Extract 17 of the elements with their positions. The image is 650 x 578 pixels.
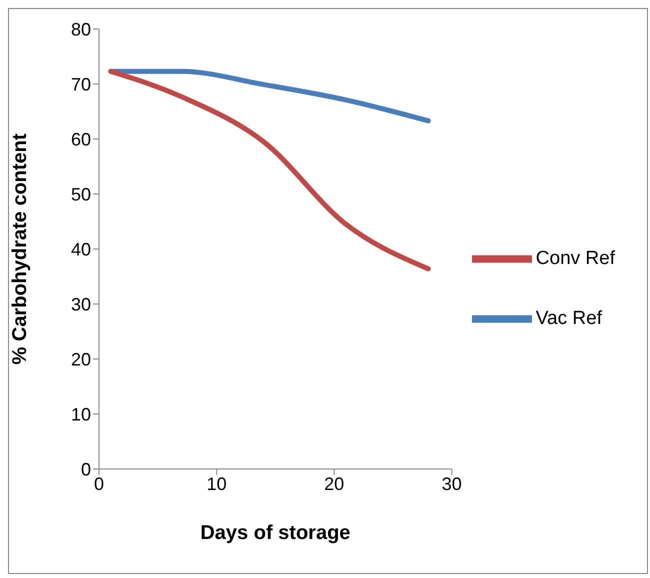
x-tick-label: 0	[94, 474, 104, 494]
y-tick-label: 10	[70, 404, 91, 424]
y-axis-title: % Carbohydrate content	[9, 133, 32, 365]
y-tick-label: 0	[80, 459, 91, 480]
legend-label: Conv Ref	[536, 248, 615, 270]
x-tick-label: 30	[442, 474, 462, 494]
x-tick-label: 10	[206, 474, 227, 494]
x-tick-label: 20	[324, 474, 344, 494]
y-tick-label: 80	[70, 19, 91, 40]
y-tick-label: 50	[70, 184, 91, 204]
x-axis-title: Days of storage	[200, 522, 350, 544]
legend-label: Vac Ref	[536, 308, 602, 330]
y-tick-label: 40	[70, 239, 91, 260]
y-tick-label: 20	[70, 349, 91, 370]
y-tick-label: 60	[70, 129, 91, 150]
y-tick-label: 30	[70, 294, 91, 314]
y-tick-label: 70	[70, 74, 91, 94]
